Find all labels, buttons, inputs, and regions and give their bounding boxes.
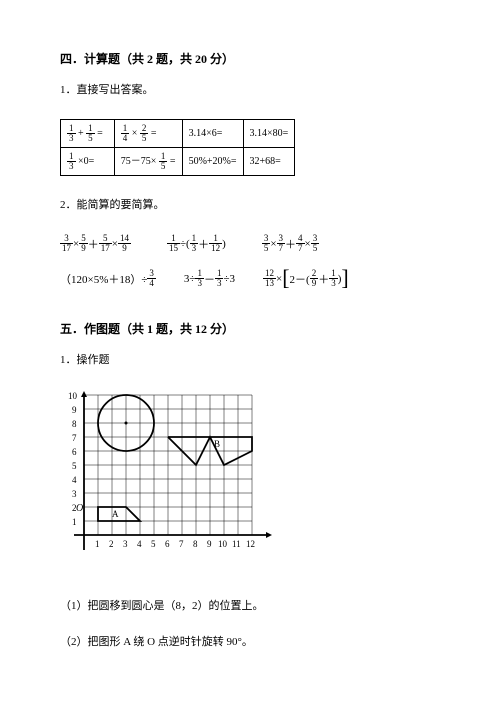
cell: 3.14×6=: [182, 120, 243, 148]
cell: 13 ×0=: [61, 148, 115, 176]
cell: 14 × 25 =: [114, 120, 182, 148]
table-row: 13 + 15 = 14 × 25 = 3.14×6= 3.14×80=: [61, 120, 295, 148]
q4-2-title: 2．能简算的要简算。: [60, 196, 440, 212]
svg-text:4: 4: [137, 539, 142, 549]
svg-text:5: 5: [72, 461, 77, 471]
expr: （120×5%＋18）÷34: [60, 269, 156, 288]
svg-text:9: 9: [207, 539, 212, 549]
cell: 3.14×80=: [243, 120, 295, 148]
svg-text:1: 1: [72, 517, 77, 527]
svg-text:2: 2: [72, 503, 77, 513]
calc-table: 13 + 15 = 14 × 25 = 3.14×6= 3.14×80= 13 …: [60, 119, 295, 176]
svg-text:4: 4: [72, 475, 77, 485]
expr: 317×59＋517×149: [60, 234, 131, 253]
svg-text:6: 6: [72, 447, 77, 457]
expr-row-2: （120×5%＋18）÷34 3÷13－13÷3 1213×[2－(29＋13)…: [60, 269, 440, 288]
svg-text:2: 2: [109, 539, 114, 549]
svg-text:O: O: [76, 503, 83, 514]
cell: 75－75× 15 =: [114, 148, 182, 176]
svg-text:10: 10: [218, 539, 228, 549]
expr: 1213×[2－(29＋13)]: [263, 269, 349, 288]
table-row: 13 ×0= 75－75× 15 = 50%+20%= 32+68=: [61, 148, 295, 176]
svg-text:6: 6: [165, 539, 170, 549]
svg-text:12: 12: [246, 539, 255, 549]
svg-text:B: B: [214, 439, 220, 449]
expr: 35×37＋47×35: [262, 234, 319, 253]
q5-1-title: 1．操作题: [60, 351, 440, 367]
svg-text:A: A: [112, 509, 119, 519]
svg-text:7: 7: [179, 539, 184, 549]
cell: 50%+20%=: [182, 148, 243, 176]
section4-title: 四．计算题（共 2 题，共 20 分）: [60, 50, 440, 67]
svg-text:3: 3: [123, 539, 128, 549]
svg-text:8: 8: [72, 419, 77, 429]
q4-1-title: 1．直接写出答案。: [60, 81, 440, 97]
grid-figure: O A B 10 9 8 7 6 5 4 3 2 1 1 2 3 4 5 6 7…: [60, 389, 290, 574]
cell: 13 + 15 =: [61, 120, 115, 148]
expr-row-1: 317×59＋517×149 115÷(13＋112) 35×37＋47×35: [60, 234, 440, 253]
svg-text:3: 3: [72, 489, 77, 499]
svg-text:9: 9: [72, 405, 77, 415]
expr: 115÷(13＋112): [167, 234, 226, 253]
svg-text:11: 11: [232, 539, 241, 549]
svg-text:5: 5: [151, 539, 156, 549]
expr: 3÷13－13÷3: [184, 269, 235, 288]
subq-1: （1）把圆移到圆心是（8，2）的位置上。: [60, 597, 440, 613]
svg-text:7: 7: [72, 433, 77, 443]
subq-2: （2）把图形 A 绕 O 点逆时针旋转 90°。: [60, 633, 440, 649]
svg-text:1: 1: [95, 539, 100, 549]
cell: 32+68=: [243, 148, 295, 176]
section5-title: 五．作图题（共 1 题，共 12 分）: [60, 320, 440, 337]
svg-text:8: 8: [193, 539, 198, 549]
svg-text:10: 10: [68, 391, 78, 401]
